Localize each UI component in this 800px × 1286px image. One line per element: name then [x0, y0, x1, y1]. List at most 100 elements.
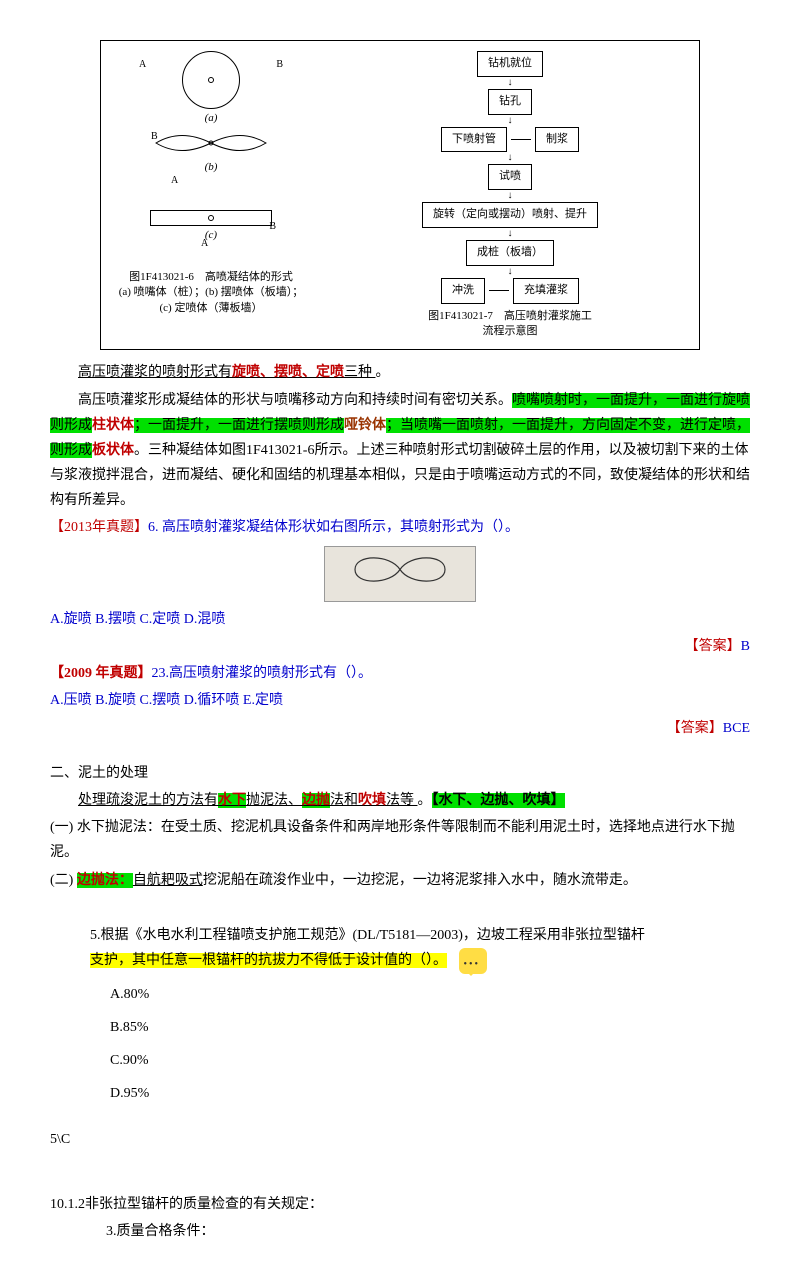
p1-keywords: 旋喷、摆喷、定喷 [232, 365, 344, 380]
q5-stem: 5.根据《水电水利工程锚喷支护施工规范》(DL/T5181—2003)，边坡工程… [90, 923, 750, 974]
shape-rect-row: B A (c) [111, 210, 311, 265]
para-1: 高压喷灌浆的喷射形式有旋喷、摆喷、定喷三种 。 [50, 360, 750, 385]
rect-shape [150, 210, 272, 226]
infinity-shape-box [324, 546, 476, 602]
flow-node-3: 下喷射管 [441, 127, 507, 153]
shape-a-label: (a) [111, 109, 311, 129]
flowchart: 钻机就位 ↓ 钻孔 ↓ 下喷射管 制浆 ↓ 试喷 ↓ 旋转（定向或摆动）喷射、提… [331, 51, 689, 304]
diagram-shapes-panel: A B (a) B A (b) B A (c) 图1F413021-6 高喷凝 [111, 51, 311, 339]
circle-shape [182, 51, 240, 109]
caption-right-2: 流程示意图 [331, 324, 689, 339]
sec2-item2-key: 边抛法： [77, 873, 133, 888]
q2009-ans-tag: 【答案】 [667, 721, 723, 736]
caption-right-1: 图1F413021-7 高压喷射灌浆施工 [331, 309, 689, 324]
caption-right: 图1F413021-7 高压喷射灌浆施工 流程示意图 [331, 309, 689, 340]
p2-hl3: ；一面提升，一面进行摆喷则形成 [134, 418, 344, 433]
p2-hl4: ；当喷嘴一面喷射，一面提升， [386, 418, 582, 433]
flow-node-5: 旋转（定向或摆动）喷射、提升 [422, 202, 598, 228]
p1-end: 。 [376, 365, 390, 380]
dim-label-a: A [139, 56, 146, 74]
p2-t1: 高压喷灌浆形成凝结体的形状与喷嘴移动方向和持续时间有密切关系。 [78, 393, 512, 408]
q5-option-a: A.80% [110, 982, 750, 1007]
shape-b-label: (b) [111, 158, 311, 178]
sec2-item2-body-b: 挖泥船在疏浚作业中，一边挖泥，一边将泥浆排入水中，随水流带走。 [203, 873, 637, 888]
q5-stem-b: 支护，其中任意一根锚杆的抗拔力不得低于设计值的（）。 [90, 953, 447, 968]
sec2-item2-body-a: 自航耙吸式 [133, 873, 203, 888]
question-5: 5.根据《水电水利工程锚喷支护施工规范》(DL/T5181—2003)，边坡工程… [90, 923, 750, 1107]
sec2-l1c: 法和 [330, 793, 358, 808]
q2013-image [50, 546, 750, 602]
q2009-stem: 23.高压喷射灌浆的喷射形式有（）。 [152, 666, 373, 681]
comment-icon[interactable]: ••• [459, 948, 487, 974]
sec2-item2: (二) 边抛法：自航耙吸式挖泥船在疏浚作业中，一边挖泥，一边将泥浆排入水中，随水… [50, 868, 750, 893]
page-root: A B (a) B A (b) B A (c) 图1F413021-6 高喷凝 [0, 0, 800, 1286]
para-2: 高压喷灌浆形成凝结体的形状与喷嘴移动方向和持续时间有密切关系。喷嘴喷射时，一面提… [50, 388, 750, 514]
q5-stem-a: 5.根据《水电水利工程锚喷支护施工规范》(DL/T5181—2003)，边坡工程… [90, 928, 645, 943]
sec2-underline: 处理疏浚泥土的方法有水下抛泥法、边抛法和吹填法等 [78, 793, 418, 808]
sec2-l1e: 。 [418, 793, 432, 808]
dim-label-b: B [276, 56, 283, 74]
caption-left-3: (c) 定喷体（薄板墙） [111, 301, 311, 316]
q5-option-d: D.95% [110, 1081, 750, 1106]
flow-row-7: 冲洗 充填灌浆 [441, 278, 579, 304]
flow-node-1: 钻机就位 [477, 51, 543, 77]
q2013-ans: B [741, 639, 750, 654]
question-2009: 【2009 年真题】23.高压喷射灌浆的喷射形式有（）。 [50, 661, 750, 686]
sec2-l1b: 抛泥法、 [246, 793, 302, 808]
p2-t8: 三种凝结体如图1F413021-6所示。上述三种喷射形式切割破碎土层的作用，以及… [50, 443, 750, 508]
caption-left: 图1F413021-6 高喷凝结体的形式 (a) 喷嘴体（桩）；(b) 摆喷体（… [111, 270, 311, 316]
sec2-k1: 水下 [218, 793, 246, 808]
q2013-answer-row: 【答案】B [50, 634, 750, 659]
p2-hl1: 喷嘴喷射时，一面提升， [512, 393, 666, 408]
connector-line [511, 139, 531, 140]
infinity-icon [345, 552, 455, 587]
flow-node-6: 成桩（板墙） [466, 240, 554, 266]
dim-a3: A [201, 235, 208, 253]
arrow-icon: ↓ [508, 77, 513, 89]
flow-node-4: 试喷 [488, 164, 532, 190]
q2009-options: A.压喷 B.旋喷 C.摆喷 D.循环喷 E.定喷 [50, 688, 750, 713]
diagram-container: A B (a) B A (b) B A (c) 图1F413021-6 高喷凝 [100, 40, 700, 350]
connector-line [489, 290, 509, 291]
regulation-line1: 10.1.2非张拉型锚杆的质量检查的有关规定： [50, 1192, 750, 1217]
p1-underline: 高压喷灌浆的喷射形式有旋喷、摆喷、定喷三种 [78, 365, 376, 380]
q2009-tag: 【2009 年真题】 [50, 666, 152, 681]
shape-circle-row: A B (a) [111, 51, 311, 113]
p2-k2: 哑铃体 [344, 418, 386, 433]
q5-option-b: B.85% [110, 1015, 750, 1040]
sec2-summary-box: 【水下、边抛、吹填】 [432, 793, 565, 808]
flow-row-3: 下喷射管 制浆 [441, 127, 579, 153]
arrow-icon: ↓ [508, 190, 513, 202]
shape-c-label: (c) [111, 226, 311, 246]
flow-node-7-side: 充填灌浆 [513, 278, 579, 304]
p1-suffix: 三种 [344, 365, 372, 380]
q2013-ans-tag: 【答案】 [685, 639, 741, 654]
arrow-icon: ↓ [508, 266, 513, 278]
regulation-line2: 3.质量合格条件： [50, 1219, 750, 1244]
question-2013: 【2013年真题】6. 高压喷射灌浆凝结体形状如右图所示，其喷射形式为（）。 [50, 515, 750, 540]
arrow-icon: ↓ [508, 115, 513, 127]
caption-left-2: (a) 喷嘴体（桩）；(b) 摆喷体（板墙）； [111, 285, 311, 300]
caption-left-1: 图1F413021-6 高喷凝结体的形式 [111, 270, 311, 285]
sec2-l1d: 法等 [386, 793, 414, 808]
dim-b2: B [151, 128, 158, 146]
sec2-item1: (一) 水下抛泥法：在受土质、挖泥机具设备条件和两岸地形条件等限制而不能利用泥土… [50, 815, 750, 865]
sec2-line1: 处理疏浚泥土的方法有水下抛泥法、边抛法和吹填法等 。【水下、边抛、吹填】 [50, 788, 750, 813]
sec2-item2-head: (二) [50, 873, 77, 888]
sec2-k2: 边抛 [302, 793, 330, 808]
q2013-options: A.旋喷 B.摆喷 C.定喷 D.混喷 [50, 607, 750, 632]
p2-t7: 。 [134, 443, 148, 458]
flow-node-2: 钻孔 [488, 89, 532, 115]
flow-node-3-side: 制浆 [535, 127, 579, 153]
answer-5: 5\C [50, 1127, 750, 1152]
section-2-title: 二、泥土的处理 [50, 761, 750, 786]
p2-k3: 板状体 [92, 443, 134, 458]
sec2-item1-head: (一) 水下抛泥法： [50, 820, 161, 835]
q2013-stem: 6. 高压喷射灌浆凝结体形状如右图所示，其喷射形式为（）。 [148, 520, 519, 535]
propeller-shape [151, 128, 271, 158]
sec2-l1a: 处理疏浚泥土的方法有 [78, 793, 218, 808]
p1-prefix: 高压喷灌浆的喷射形式有 [78, 365, 232, 380]
dim-a2: A [171, 172, 178, 190]
p2-k1: 柱状体 [92, 418, 134, 433]
q2009-answer-row: 【答案】BCE [50, 716, 750, 741]
